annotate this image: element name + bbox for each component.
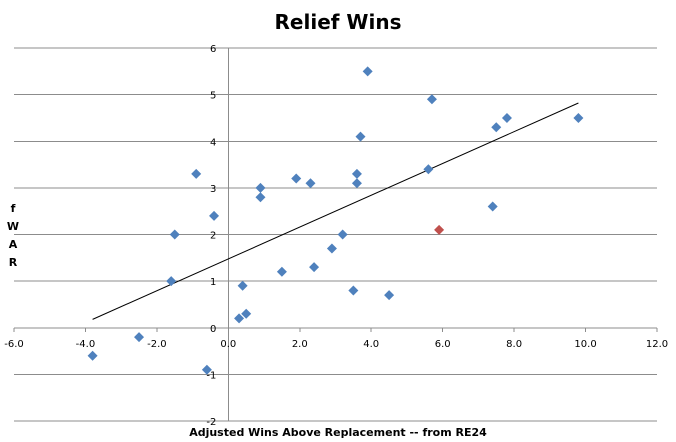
trendline [92, 102, 579, 320]
y-tick-label: 6 [210, 44, 216, 55]
y-tick-label: -2 [206, 417, 216, 428]
data-point [355, 131, 366, 142]
data-point [201, 364, 212, 375]
data-point [426, 94, 437, 105]
x-tick-label: 2.0 [292, 339, 308, 350]
y-axis-label-letter: f [10, 202, 16, 215]
x-tick-label: 10.0 [574, 339, 596, 350]
highlighted-data-point [434, 224, 445, 235]
data-point [237, 280, 248, 291]
data-point [191, 168, 202, 179]
y-tick-label: 3 [210, 184, 216, 195]
data-point [501, 112, 512, 123]
data-point [169, 229, 180, 240]
data-point [351, 168, 362, 179]
data-point [234, 313, 245, 324]
data-point [487, 201, 498, 212]
x-tick-label: -2.0 [147, 339, 167, 350]
chart-title: Relief Wins [274, 10, 402, 34]
y-axis-label-letter: W [6, 220, 20, 233]
data-point [291, 173, 302, 184]
y-tick-label: 1 [210, 277, 216, 288]
data-point [255, 182, 266, 193]
y-tick-label: 2 [210, 231, 216, 242]
data-point [423, 164, 434, 175]
y-tick-label: 4 [210, 137, 216, 148]
data-point [241, 308, 252, 319]
y-axis-label-letter: A [8, 238, 18, 251]
data-point [351, 178, 362, 189]
data-point [573, 112, 584, 123]
x-tick-label: 6.0 [435, 339, 451, 350]
data-point [362, 66, 373, 77]
x-tick-label: -4.0 [76, 339, 96, 350]
data-point [87, 350, 98, 361]
y-tick-label: 5 [210, 91, 216, 102]
data-point [255, 192, 266, 203]
x-tick-label: -6.0 [4, 339, 24, 350]
data-point [166, 276, 177, 287]
x-tick-label: 12.0 [646, 339, 668, 350]
data-point [326, 243, 337, 254]
data-point [337, 229, 348, 240]
data-point [384, 290, 395, 301]
x-axis-label: Adjusted Wins Above Replacement -- from … [189, 426, 487, 439]
data-point [209, 210, 220, 221]
data-point [305, 178, 316, 189]
data-point [348, 285, 359, 296]
x-tick-label: 0.0 [220, 339, 236, 350]
y-axis-label-letter: R [8, 256, 18, 269]
x-tick-label: 4.0 [363, 339, 379, 350]
y-axis-label: f W A R [2, 200, 24, 272]
data-point [276, 266, 287, 277]
x-tick-label: 8.0 [506, 339, 522, 350]
y-tick-label: -1 [206, 370, 216, 381]
y-tick-label: 0 [210, 324, 216, 335]
data-point [491, 122, 502, 133]
data-point [134, 332, 145, 343]
data-point [309, 262, 320, 273]
